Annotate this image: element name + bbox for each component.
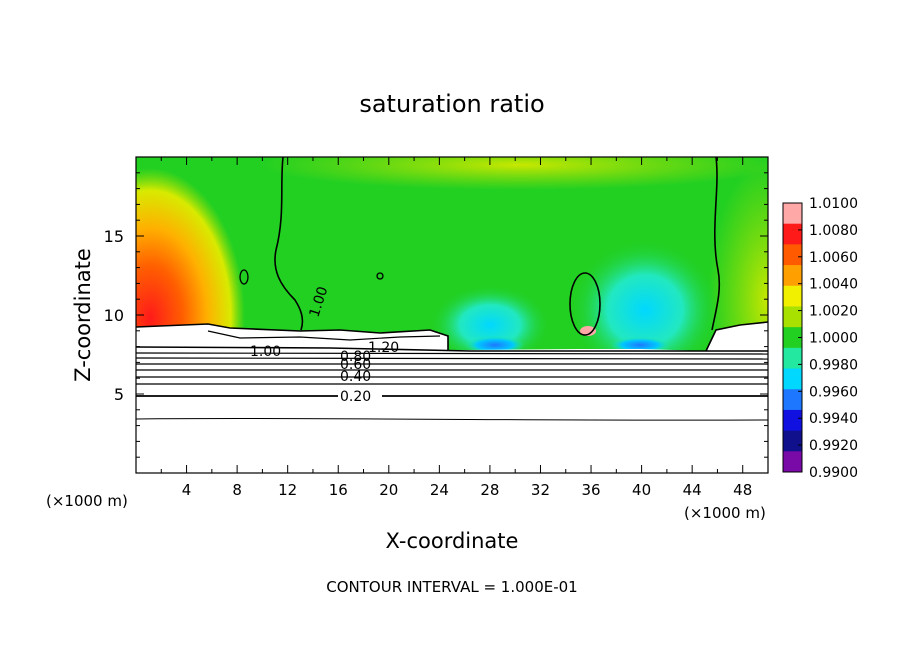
contour-label: 0.60 [340, 357, 371, 373]
colorbar-swatch [783, 347, 802, 369]
colorbar-swatch [783, 430, 802, 452]
colorbar-swatch [783, 265, 802, 287]
colorbar-label: 1.0000 [809, 331, 858, 347]
x-tick-label: 40 [632, 481, 651, 499]
colorbar-label: 1.0100 [809, 196, 858, 212]
contour-label: 0.20 [340, 389, 371, 405]
contour-labels: 1.00 1.00 1.20 0.80 0.60 0.40 0.20 [250, 285, 399, 405]
y-axis: 5 10 15 [104, 172, 768, 458]
contour-label: 1.20 [368, 340, 399, 356]
contour-line-layer-9 [136, 417, 768, 421]
contour-line-1.20 [207, 330, 441, 341]
colorbar-label: 1.0080 [809, 223, 858, 239]
x-tick-label: 24 [430, 481, 449, 499]
contour-label: 1.00 [250, 344, 281, 360]
colorbar-swatch [783, 368, 802, 390]
contour-lines [136, 157, 768, 421]
x-tick-label: 32 [531, 481, 550, 499]
x-tick-label: 36 [581, 481, 600, 499]
contour-line-layer-2 [136, 352, 768, 355]
contour-line-edge [136, 323, 449, 350]
colorbar-label: 1.0040 [809, 277, 858, 293]
x-axis-label: X-coordinate [386, 529, 519, 553]
x-tick-label: 28 [480, 481, 499, 499]
colorbar-label: 1.0060 [809, 250, 858, 266]
heatmap-region-blue-low [465, 336, 525, 354]
contour-label-bg-a [338, 386, 382, 402]
contour-line-edge-right [705, 321, 768, 352]
heatmap-region-cloud-top [580, 326, 596, 336]
colorbar-label: 0.9920 [809, 438, 858, 454]
x-unit-right: (×1000 m) [684, 504, 766, 522]
heatmap-region-warm-top [260, 157, 768, 190]
colorbar-swatch [783, 285, 802, 307]
colorbar-swatch [783, 223, 802, 245]
x-tick-label: 44 [683, 481, 702, 499]
contour-label: 0.40 [340, 369, 371, 385]
contour-label: 0.80 [340, 349, 371, 365]
colorbar-swatch [783, 203, 802, 225]
colorbar-label: 0.9900 [809, 465, 858, 481]
colorbar-label: 0.9940 [809, 411, 858, 427]
contour-ring-small-a [239, 269, 249, 285]
colorbar-swatch [783, 451, 802, 473]
heatmap-lower-layer [136, 322, 768, 473]
contour-line-layer-3 [136, 357, 768, 360]
x-tick-label: 48 [733, 481, 752, 499]
chart-title: saturation ratio [359, 90, 544, 118]
y-tick-label: 15 [104, 227, 124, 246]
colorbar-swatch [783, 306, 802, 328]
colorbar-label: 0.9980 [809, 357, 858, 373]
contour-line-layer-1 [136, 346, 768, 352]
y-tick-label: 5 [114, 385, 124, 404]
colorbar-swatch [783, 409, 802, 432]
colorbar-label: 1.0020 [809, 304, 858, 320]
heatmap-region-cyan-center [570, 240, 720, 380]
contour-line-1.00-right [711, 157, 721, 331]
colorbar-swatch [783, 327, 802, 349]
contour-interval-note: CONTOUR INTERVAL = 1.000E-01 [326, 578, 577, 596]
colorbar: 1.0100 1.0080 1.0060 1.0040 1.0020 1.0000 0.99… [782, 196, 858, 481]
x-axis: 4 8 12 16 20 24 28 32 36 40 44 48 [160, 157, 752, 499]
contour-ring-cloud [569, 272, 601, 336]
y-tick-label: 10 [104, 306, 124, 325]
x-tick-label: 16 [329, 481, 348, 499]
x-tick-label: 4 [182, 481, 192, 499]
heatmap-field: 1.00 1.00 1.20 0.80 0.60 0.40 0.20 [136, 157, 768, 473]
contour-line-1.00-left [274, 157, 304, 331]
colorbar-swatch [783, 389, 802, 411]
x-tick-label: 8 [232, 481, 242, 499]
y-axis-label: Z-coordinate [71, 248, 95, 382]
x-tick-label: 20 [379, 481, 398, 499]
contour-ring-small-b [376, 272, 384, 280]
colorbar-label: 0.9960 [809, 384, 858, 400]
colorbar-swatch [783, 244, 802, 266]
x-unit-left: (×1000 m) [46, 492, 128, 510]
x-tick-label: 12 [278, 481, 297, 499]
